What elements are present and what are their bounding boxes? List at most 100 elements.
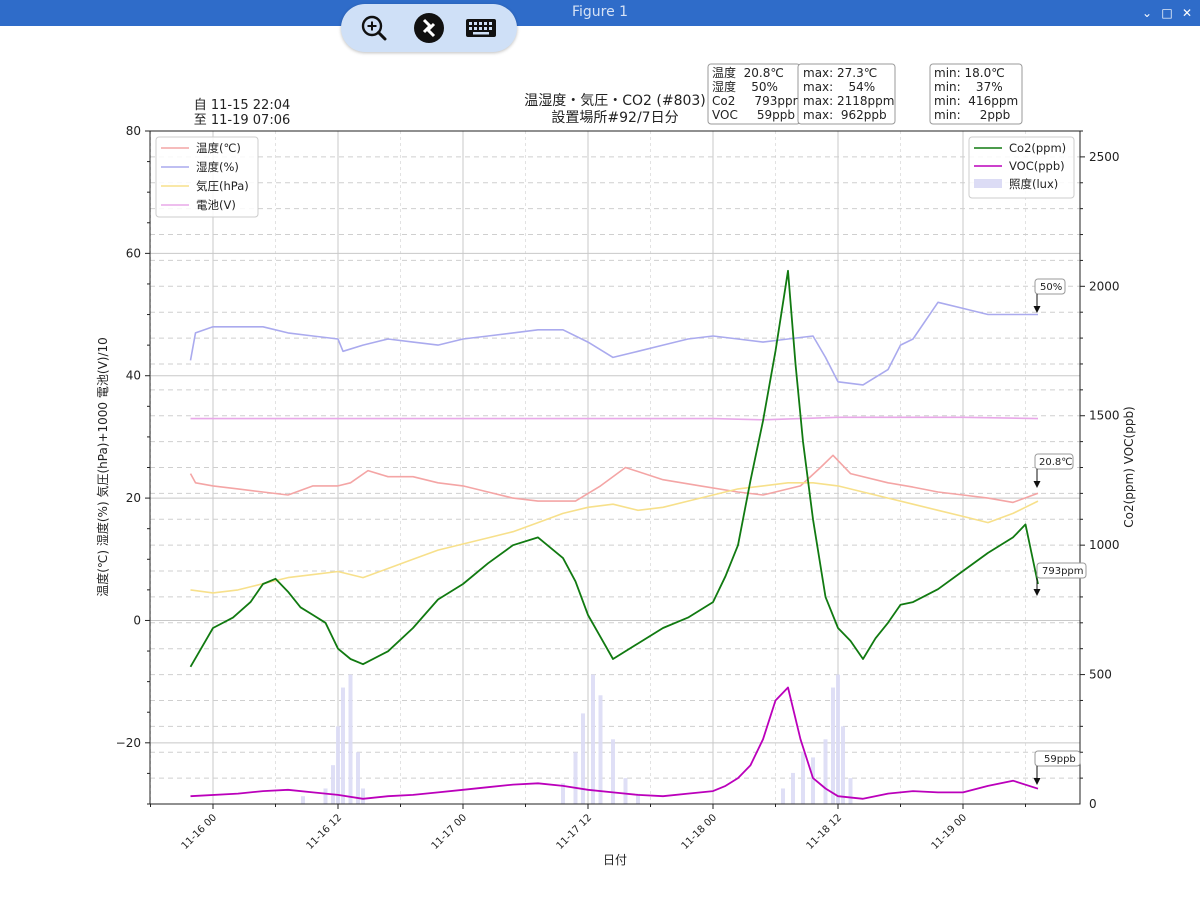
y-right-tick-label: 2000: [1089, 279, 1120, 293]
lux-bar: [348, 674, 353, 804]
lux-bar: [598, 695, 603, 804]
info-max-temp: max: 27.3℃: [803, 66, 877, 80]
lux-bar: [623, 778, 628, 804]
chart-title: 温湿度・気圧・CO2 (#803): [524, 93, 706, 109]
legend-voc: VOC(ppb): [1009, 159, 1065, 173]
y-left-tick-label: 40: [126, 369, 141, 383]
legend-left: 温度(℃) 湿度(%) 気圧(hPa) 電池(V): [155, 136, 259, 218]
lux-bar: [823, 739, 828, 804]
svg-text:59ppb: 59ppb: [1044, 754, 1076, 765]
chart: 11-16 00 11-16 12 11-17 00 11-17 12 11-18 00…: [95, 63, 1136, 867]
maximize-icon[interactable]: □: [1161, 6, 1173, 20]
x-tick-label: 11-18 00: [680, 812, 720, 852]
y-axis-left-label: 温度(℃) 湿度(%) 気圧(hPa)+1000 電池(V)/10: [95, 337, 110, 597]
period-to: 至 11-19 07:06: [194, 113, 291, 128]
keyboard-icon[interactable]: [465, 12, 497, 44]
x-tick-label: 11-18 12: [805, 812, 845, 852]
y-right-tick-label: 0: [1089, 797, 1097, 811]
x-tick-label: 11-16 00: [180, 812, 220, 852]
y-right-tick-label: 2500: [1089, 150, 1120, 164]
y-right-tick-label: 1000: [1089, 538, 1120, 552]
annotation-voc: 59ppb: [1033, 750, 1081, 785]
y-left-tick-label: −20: [116, 736, 141, 750]
info-current-voc: VOC 59ppb: [712, 108, 795, 122]
info-current-co2: Co2 793ppm: [712, 94, 804, 108]
lux-bar: [811, 757, 815, 804]
annotation-temp: 20.8℃: [1033, 453, 1074, 488]
window-title: Figure 1: [571, 4, 629, 20]
period-from: 自 11-15 22:04: [194, 98, 291, 113]
lux-bar: [836, 674, 840, 804]
legend-pressure: 気圧(hPa): [196, 179, 249, 193]
y-left-tick-label: 20: [126, 491, 141, 505]
info-max-humidity: max: 54%: [803, 80, 875, 94]
lux-bar: [591, 674, 595, 804]
x-tick-label: 11-17 12: [555, 812, 595, 852]
svg-text:50%: 50%: [1040, 282, 1062, 293]
lux-bar: [801, 752, 805, 804]
x-tick-label: 11-16 12: [305, 812, 345, 852]
lux-bar: [356, 752, 360, 804]
lux-bar: [611, 739, 615, 804]
info-min-co2: min: 416ppm: [934, 94, 1018, 108]
lux-bar: [581, 713, 585, 804]
legend-co2: Co2(ppm): [1009, 141, 1066, 155]
lux-bar: [573, 752, 578, 804]
y-axis-right-label: Co2(ppm) VOC(ppb): [1122, 406, 1136, 528]
info-current-humidity: 湿度 50%: [712, 79, 778, 94]
series-line-0: [189, 454, 1039, 504]
series-line-5: [190, 686, 1039, 800]
info-min-temp: min: 18.0℃: [934, 66, 1005, 80]
lux-bar: [791, 772, 795, 804]
lux-bar: [323, 788, 328, 804]
legend-battery: 電池(V): [196, 198, 236, 212]
info-current-temp: 温度 20.8℃: [712, 65, 784, 80]
x-tick-label: 11-17 00: [430, 812, 470, 852]
lux-bar: [361, 788, 365, 804]
legend-swatch-lux: [974, 179, 1002, 188]
close-icon[interactable]: ✕: [1181, 6, 1193, 20]
zoom-in-icon[interactable]: [358, 12, 390, 44]
minimize-icon[interactable]: ⌄: [1141, 6, 1153, 20]
annotation-humidity: 50%: [1033, 278, 1066, 313]
y-left-tick-label: 80: [126, 124, 141, 138]
floating-toolbar: [341, 4, 517, 52]
svg-text:20.8℃: 20.8℃: [1039, 457, 1073, 468]
lux-bar: [841, 726, 845, 804]
lux-bar: [331, 765, 335, 804]
illuminance-bars: [301, 674, 853, 804]
grid: [150, 130, 1080, 804]
lux-bar: [848, 778, 853, 804]
info-min-voc: min: 2ppb: [934, 108, 1010, 122]
lux-bar: [636, 793, 640, 804]
x-axis-label: 日付: [603, 853, 627, 867]
series-line-1: [189, 301, 1038, 386]
info-box-max: max: 27.3℃ max: 54% max: 2118ppm max: 96…: [797, 63, 896, 125]
annotation-co2: 793ppm: [1033, 562, 1087, 596]
x-tick-label: 11-19 00: [930, 812, 970, 852]
lux-bar: [336, 726, 340, 804]
legend-humidity: 湿度(%): [196, 160, 239, 174]
svg-text:793ppm: 793ppm: [1042, 566, 1084, 577]
info-box-current: 温度 20.8℃ 湿度 50% Co2 793ppm VOC 59ppb: [707, 63, 804, 125]
y-left-tick-label: 60: [126, 246, 141, 260]
series-line-2: [190, 481, 1039, 594]
legend-right: Co2(ppm) VOC(ppb) 照度(lux): [968, 136, 1075, 199]
lux-bar: [781, 788, 785, 804]
series-lines: [189, 269, 1039, 800]
lux-bar: [561, 783, 565, 804]
info-box-min: min: 18.0℃ min: 37% min: 416ppm min: 2pp…: [929, 63, 1023, 125]
legend-lux: 照度(lux): [1009, 177, 1058, 191]
series-line-3: [190, 416, 1039, 421]
y-right-tick-label: 1500: [1089, 409, 1120, 423]
remote-desktop-icon[interactable]: [413, 12, 445, 44]
chart-subtitle: 設置場所#92/7日分: [551, 110, 678, 126]
lux-bar: [831, 687, 835, 804]
y-left-tick-label: 0: [133, 613, 141, 627]
window-titlebar: Figure 1 ⌄ □ ✕: [0, 0, 1200, 26]
info-max-voc: max: 962ppb: [803, 108, 887, 122]
y-right-tick-label: 500: [1089, 668, 1112, 682]
lux-bar: [301, 796, 305, 804]
lux-bar: [341, 687, 345, 804]
info-min-humidity: min: 37%: [934, 80, 1003, 94]
